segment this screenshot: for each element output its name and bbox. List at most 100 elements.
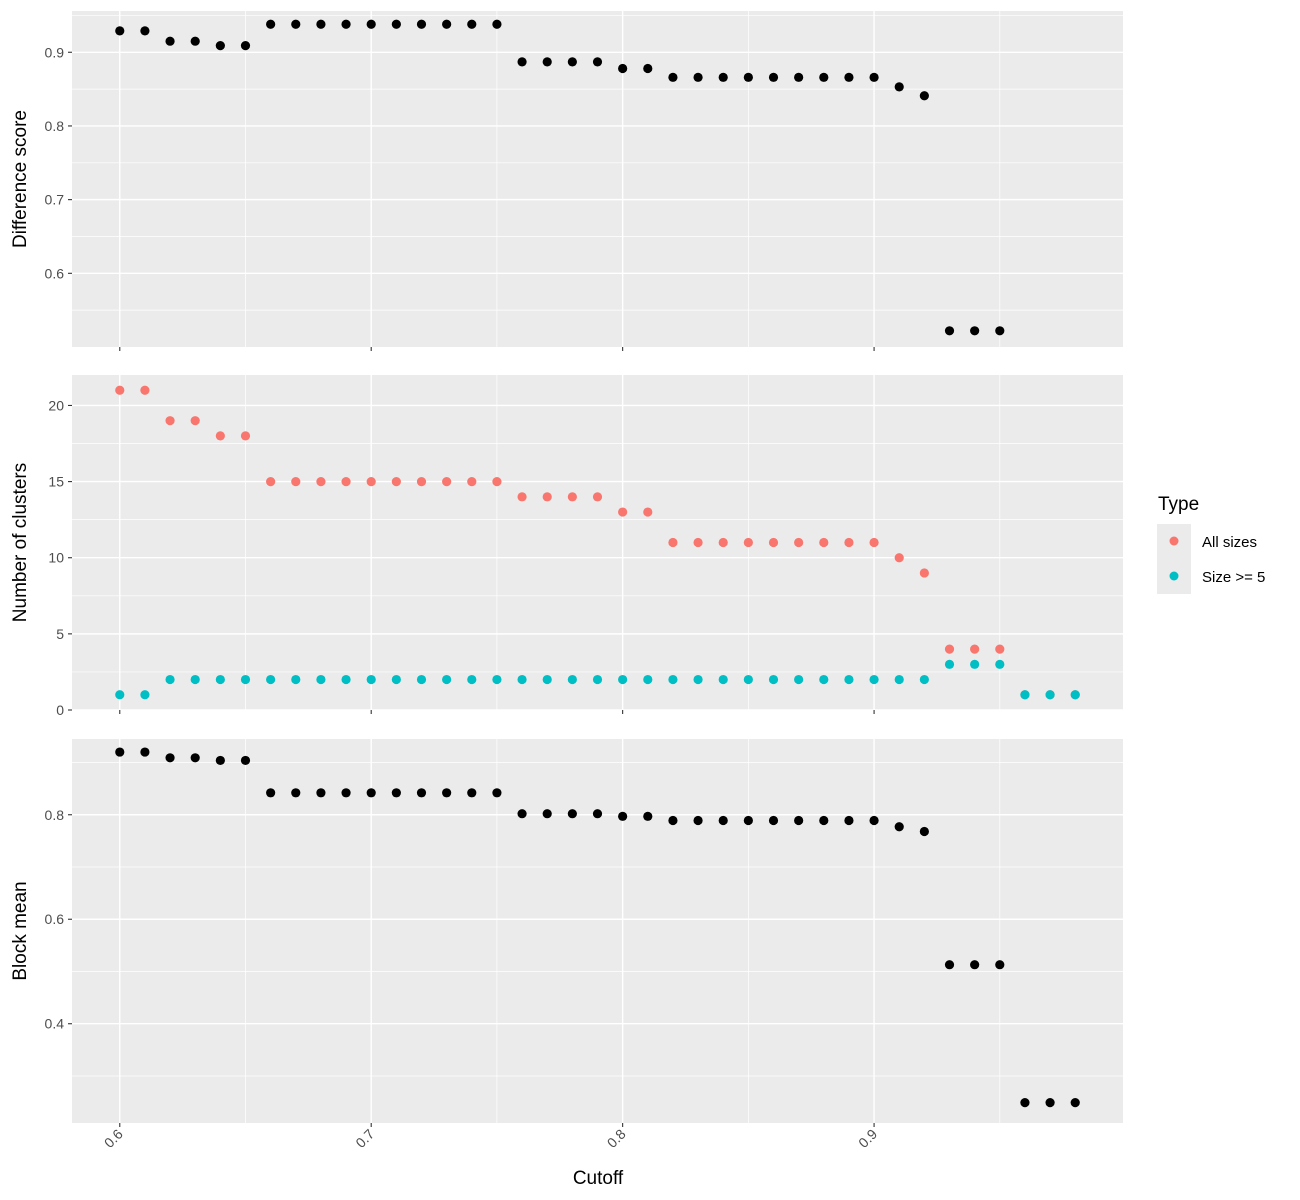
point-block-mean: [643, 811, 653, 821]
point-difference-score: [970, 326, 980, 336]
point-block-mean: [391, 788, 401, 798]
point-size-5: [1045, 690, 1055, 700]
point-difference-score: [291, 19, 301, 29]
point-size-5: [391, 674, 401, 685]
x-tick-label: 0.7: [352, 1126, 377, 1151]
point-size-5: [341, 674, 351, 685]
point-block-mean: [618, 811, 628, 821]
point-difference-score: [844, 72, 854, 82]
point-all-sizes: [794, 537, 804, 548]
x-axis: 0.6 0.7 0.8 0.9: [101, 1126, 881, 1151]
point-all-sizes: [618, 507, 628, 517]
point-size-5: [944, 659, 955, 669]
point-size-5: [240, 674, 251, 685]
point-difference-score: [240, 41, 251, 51]
point-difference-score: [794, 72, 804, 82]
y-tick-label: 0.8: [45, 118, 65, 134]
point-difference-score: [869, 72, 879, 82]
y-axis-title-number-of-clusters: Number of clusters: [10, 463, 31, 622]
x-axis-title: Cutoff: [573, 1168, 624, 1189]
point-all-sizes: [592, 492, 603, 502]
point-difference-score: [668, 72, 678, 82]
legend-key-background: [1157, 524, 1191, 594]
point-block-mean: [467, 788, 477, 798]
point-block-mean: [1070, 1098, 1080, 1108]
y-tick-label: 10: [48, 550, 64, 566]
point-size-5: [492, 674, 502, 685]
point-difference-score: [618, 63, 628, 74]
point-size-5: [592, 674, 603, 685]
point-block-mean: [341, 788, 351, 798]
point-difference-score: [165, 36, 175, 46]
legend-title: Type: [1158, 494, 1199, 515]
point-difference-score: [718, 72, 728, 82]
point-all-sizes: [919, 568, 929, 578]
x-tick-label: 0.6: [101, 1126, 126, 1151]
point-block-mean: [190, 753, 200, 763]
point-all-sizes: [442, 476, 452, 487]
point-size-5: [970, 659, 980, 669]
point-size-5: [517, 674, 527, 685]
point-block-mean: [567, 809, 577, 819]
y-tick-label: 0: [56, 702, 64, 718]
point-block-mean: [995, 960, 1005, 970]
point-block-mean: [165, 753, 175, 763]
point-size-5: [718, 674, 728, 685]
point-block-mean: [970, 960, 980, 970]
point-all-sizes: [542, 492, 552, 502]
point-difference-score: [341, 19, 351, 29]
y-tick-label: 0.9: [45, 44, 65, 60]
point-all-sizes: [240, 431, 251, 441]
point-size-5: [140, 690, 150, 700]
point-size-5: [467, 674, 477, 685]
point-size-5: [567, 674, 577, 685]
point-block-mean: [743, 815, 753, 826]
point-all-sizes: [492, 476, 502, 487]
point-size-5: [542, 674, 552, 685]
point-size-5: [442, 674, 452, 685]
point-all-sizes: [743, 537, 753, 548]
y-tick-label: 0.8: [45, 807, 65, 823]
y-tick-label: 0.7: [45, 192, 65, 208]
points-block-mean: [115, 747, 1080, 1108]
point-all-sizes: [291, 476, 301, 487]
point-difference-score: [190, 36, 200, 46]
point-all-sizes: [266, 476, 276, 487]
point-all-sizes: [366, 476, 376, 487]
point-all-sizes: [995, 644, 1005, 654]
point-block-mean: [944, 960, 955, 970]
x-tick-label: 0.9: [855, 1126, 880, 1151]
point-difference-score: [416, 19, 427, 29]
point-block-mean: [542, 809, 552, 819]
y-axis-title-difference-score: Difference score: [10, 110, 31, 248]
point-difference-score: [391, 19, 401, 29]
x-tick-label: 0.8: [604, 1126, 629, 1151]
point-block-mean: [442, 788, 452, 798]
point-block-mean: [668, 815, 678, 826]
legend: Type All sizes Size >= 5: [1157, 494, 1265, 594]
point-all-sizes: [215, 431, 225, 441]
point-size-5: [869, 674, 879, 685]
point-size-5: [643, 674, 653, 685]
point-all-sizes: [718, 537, 728, 548]
point-all-sizes: [844, 537, 854, 548]
point-block-mean: [869, 815, 879, 826]
point-difference-score: [517, 57, 527, 67]
point-size-5: [366, 674, 376, 685]
point-size-5: [894, 674, 904, 685]
point-size-5: [768, 674, 779, 685]
legend-label-all-sizes: All sizes: [1202, 534, 1257, 551]
point-size-5: [819, 674, 829, 685]
point-difference-score: [894, 82, 904, 92]
point-difference-score: [743, 72, 753, 82]
point-size-5: [291, 674, 301, 685]
point-size-5: [1070, 690, 1080, 700]
point-size-5: [165, 674, 175, 685]
point-difference-score: [366, 19, 376, 29]
y-tick-label: 5: [56, 626, 64, 642]
point-difference-score: [215, 41, 225, 51]
point-block-mean: [1020, 1098, 1030, 1108]
point-difference-score: [442, 19, 452, 29]
point-all-sizes: [517, 492, 527, 502]
